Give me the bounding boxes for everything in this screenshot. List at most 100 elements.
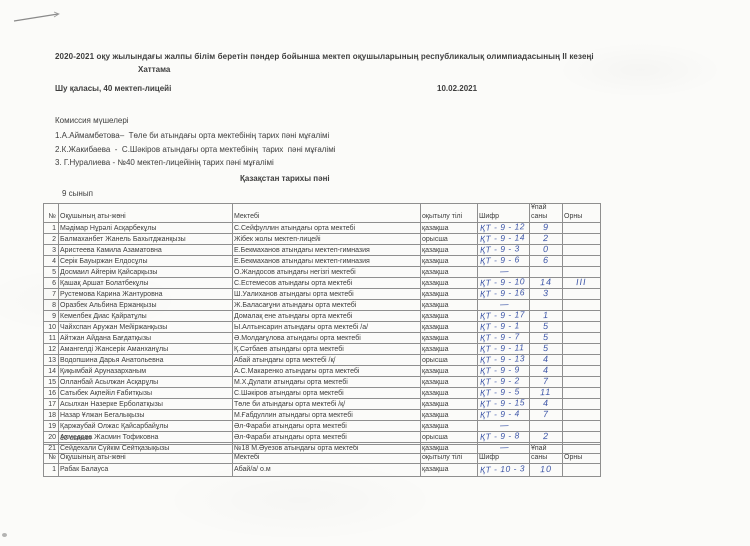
row-number: 9 [43, 310, 59, 322]
commission-members: 1.А.Аймамбетова– Төле би атындағы орта м… [55, 131, 336, 167]
col-place: Орны [562, 444, 601, 464]
table-row: 10 Чайхспан Аружан Мейіржанқызы Ы.Алтынс… [43, 320, 601, 333]
grade-10-label: 10 сынып [58, 431, 233, 445]
handwritten-score: 10 [529, 463, 563, 477]
teaching-language: қазақша [420, 398, 478, 410]
school-name: Домалақ ене атындағы орта мектебі [232, 310, 421, 322]
commission-heading: Комиссия мүшелері [55, 116, 129, 125]
table-row: 3 Аристеева Камила Азаматовна Е.Бекмахан… [43, 243, 601, 256]
handwritten-place [562, 266, 601, 278]
student-name: Досмаил Айгерім Қайсарқызы [58, 266, 233, 278]
handwritten-score: 7 [529, 409, 563, 421]
pen-stroke-mark [13, 11, 60, 22]
handwritten-score [529, 420, 563, 432]
table-header-row: № Оқушының аты-жөні Мектебі оқытылу тілі… [43, 444, 601, 464]
school-name: Төле би атындағы орта мектебі /қ/ [232, 398, 421, 410]
teaching-language: қазақша [420, 310, 478, 322]
col-language: оқытылу тілі [420, 444, 478, 464]
school-name: С.Шәкіров атындағы орта мектебі [232, 387, 421, 399]
handwritten-score: 0 [529, 244, 563, 256]
student-name: Рабак Балауса [58, 463, 233, 477]
teaching-language: орысша [420, 233, 478, 245]
handwritten-score: 5 [529, 321, 563, 333]
teaching-language: қазақша [420, 420, 478, 432]
handwritten-score [529, 266, 563, 278]
handwritten-place [562, 387, 601, 399]
col-language: оқытылу тілі [420, 203, 478, 223]
subject-heading: Қазақстан тарихы пәні [240, 174, 330, 183]
handwritten-score: 4 [529, 354, 563, 366]
table-row: 1 Рабак Балауса Абай/а/ о.м қазақша ҚТ -… [43, 463, 601, 477]
col-place: Орны [562, 203, 601, 223]
handwritten-place [562, 354, 601, 366]
handwritten-place [562, 343, 601, 355]
grade-10-label-row: 10 сынып [43, 431, 601, 445]
student-name: Қиқымбай Аруназарханым [58, 365, 233, 377]
handwritten-score: 5 [529, 343, 563, 355]
table-row: 2 Балмаханбет Жанель Бахытджанқызы Жібек… [43, 232, 601, 245]
teaching-language: қазақша [420, 409, 478, 421]
teaching-language: қазақша [420, 321, 478, 333]
handwritten-place [562, 222, 601, 234]
student-name: Балмаханбет Жанель Бахытджанқызы [58, 233, 233, 245]
table-row: 4 Серік Бауыржан Елдосұлы Е.Бекмаханов а… [43, 254, 601, 267]
col-student-name: Оқушының аты-жөні [58, 203, 233, 223]
student-name: Қаржаубай Олжас Қайсарбайұлы [58, 420, 233, 432]
school-name: Қ.Сәтбаев атындағы орта мектебі [232, 343, 421, 355]
handwritten-code: ҚТ - 9 - 4 [477, 408, 530, 421]
school-name: Әл-Фараби атындағы орта мектебі [232, 420, 421, 432]
student-name: Мәдімар Нұрәлі Асқарбекұлы [58, 222, 233, 234]
row-number: 13 [43, 354, 59, 366]
student-name: Айтжан Айдана Бағдатқызы [58, 332, 233, 344]
teaching-language: қазақша [420, 266, 478, 278]
handwritten-place [562, 420, 601, 432]
document-title: 2020-2021 оқу жылындағы жалпы білім бере… [55, 52, 594, 61]
school-name: Е.Бекмаханов атындағы мектеп-гимназия [232, 244, 421, 256]
table-row: 7 Рустемова Карина Жантуровна Ш.Уалихано… [43, 287, 601, 300]
col-school: Мектебі [232, 203, 421, 223]
student-name: Аристеева Камила Азаматовна [58, 244, 233, 256]
teaching-language: қазақша [420, 222, 478, 234]
student-name: Водопшина Дарья Анатольевна [58, 354, 233, 366]
row-number: 10 [43, 321, 59, 333]
teaching-language: қазақша [420, 332, 478, 344]
table-row: 9 Кемелбек Диас Қайратұлы Домалақ ене ат… [43, 309, 601, 322]
row-number: 5 [43, 266, 59, 278]
col-score: Ұпай саны [529, 444, 563, 464]
grade-10-results-table: 10 сынып № Оқушының аты-жөні Мектебі оқы… [43, 431, 601, 477]
teaching-language: қазақша [420, 343, 478, 355]
table-row: 17 Асылхан Назерке Ерболатқызы Төле би а… [43, 397, 601, 410]
handwritten-place [562, 332, 601, 344]
row-number: 12 [43, 343, 59, 355]
location-line: Шу қаласы, 40 мектеп-лицейі [55, 84, 172, 93]
handwritten-score: 11 [529, 387, 563, 399]
school-name: С.Естемесов атындағы орта мектебі [232, 277, 421, 289]
school-name: Ш.Уалиханов атындағы орта мектебі [232, 288, 421, 300]
handwritten-place [562, 299, 601, 311]
handwritten-score [529, 299, 563, 311]
school-name: Е.Бекмаханов атындағы мектеп-гимназия [232, 255, 421, 267]
row-number: 1 [43, 222, 59, 234]
handwritten-score: 7 [529, 376, 563, 388]
school-name: Ә.Молдағұлова атындағы орта мектебі [232, 332, 421, 344]
row-number: 4 [43, 255, 59, 267]
row-number: 1 [43, 463, 59, 477]
handwritten-place: III [562, 277, 601, 289]
row-number: 19 [43, 420, 59, 432]
date: 10.02.2021 [437, 84, 478, 93]
row-number: 16 [43, 387, 59, 399]
student-name: Кемелбек Диас Қайратұлы [58, 310, 233, 322]
student-name: Асылхан Назерке Ерболатқызы [58, 398, 233, 410]
grade-9-label: 9 сынып [62, 189, 93, 198]
school-name: С.Сейфуллин атындағы орта мектебі [232, 222, 421, 234]
school-name: А.С.Макаренко атындағы орта мектебі [232, 365, 421, 377]
handwritten-score: 5 [529, 332, 563, 344]
handwritten-place [562, 409, 601, 421]
col-code: Шифр [477, 203, 530, 223]
row-number: 2 [43, 233, 59, 245]
handwritten-score: 1 [529, 310, 563, 322]
table-row: 11 Айтжан Айдана Бағдатқызы Ә.Молдағұлов… [43, 331, 601, 344]
row-number: 8 [43, 299, 59, 311]
col-school: Мектебі [232, 444, 421, 464]
